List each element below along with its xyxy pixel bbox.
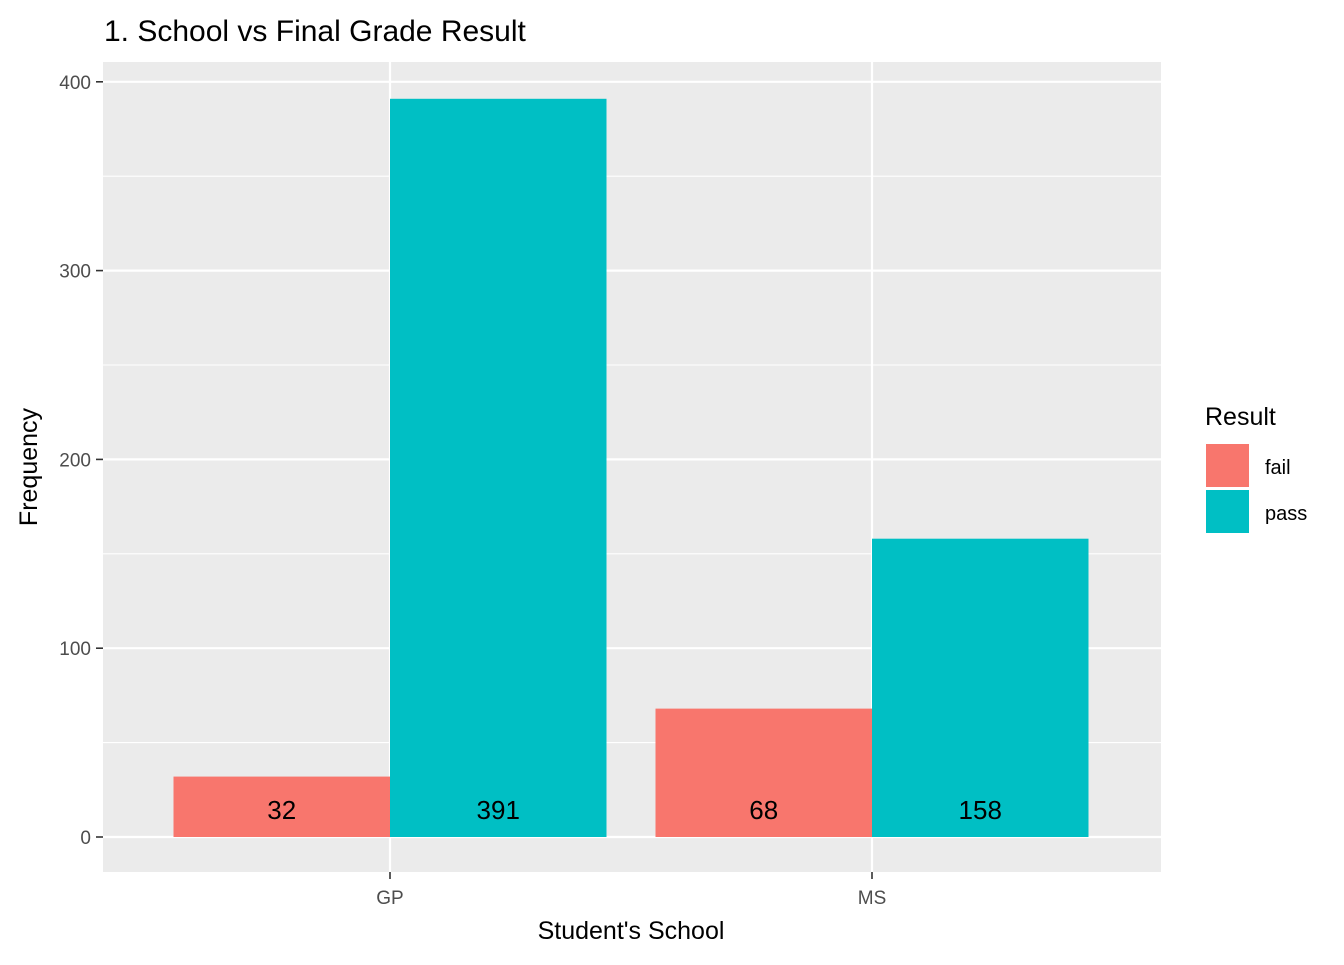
data-label-gp-fail: 32 — [267, 795, 296, 825]
x-tick-label: MS — [858, 888, 887, 909]
y-tick-label: 300 — [59, 262, 91, 283]
chart-title: 1. School vs Final Grade Result — [104, 15, 527, 48]
bar-ms-fail — [655, 708, 872, 837]
y-axis-title: Frequency — [15, 407, 43, 526]
axes: 0 100 200 300 400 GP MS — [59, 73, 886, 909]
bar-gp-pass — [390, 98, 607, 838]
bars — [173, 98, 1089, 838]
legend-label-pass: pass — [1265, 503, 1307, 525]
y-tick-label: 100 — [59, 639, 91, 660]
data-labels: 32 391 68 158 — [267, 795, 1002, 825]
y-tick-label: 400 — [59, 73, 91, 94]
legend-label-fail: fail — [1265, 457, 1291, 479]
legend-items: fail pass — [1206, 444, 1307, 533]
y-tick-label: 0 — [80, 828, 91, 849]
data-label-gp-pass: 391 — [477, 795, 520, 825]
bar-ms-pass — [872, 538, 1089, 837]
data-label-ms-pass: 158 — [959, 795, 1002, 825]
x-axis-title: Student's School — [538, 917, 725, 945]
x-tick-label: GP — [376, 888, 403, 909]
data-label-ms-fail: 68 — [749, 795, 778, 825]
legend-swatch-fail — [1206, 444, 1249, 487]
legend-swatch-pass — [1206, 490, 1249, 533]
bar-gp-fail — [173, 776, 390, 837]
legend: Result fail pass — [1205, 403, 1307, 533]
legend-title: Result — [1205, 403, 1276, 431]
y-tick-label: 200 — [59, 450, 91, 471]
